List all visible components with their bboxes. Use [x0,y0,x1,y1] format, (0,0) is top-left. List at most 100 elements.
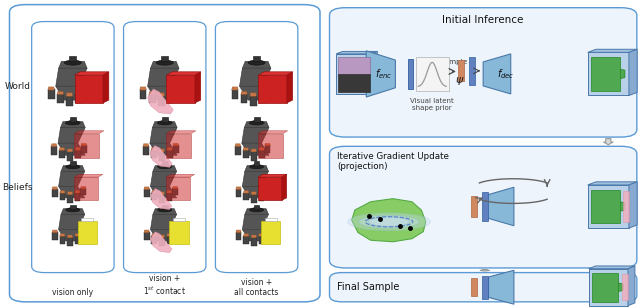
Polygon shape [241,91,247,95]
Polygon shape [244,122,269,128]
Polygon shape [159,235,164,238]
Polygon shape [75,94,82,103]
Polygon shape [261,221,280,245]
Text: Final Sample: Final Sample [337,282,399,292]
Polygon shape [67,194,73,203]
Polygon shape [236,230,241,233]
Polygon shape [151,150,157,158]
Polygon shape [67,237,73,246]
Polygon shape [264,231,270,238]
Polygon shape [366,51,396,97]
Polygon shape [57,94,64,103]
Ellipse shape [64,60,81,65]
Polygon shape [166,150,173,158]
Polygon shape [258,131,288,134]
Polygon shape [75,192,81,201]
Polygon shape [159,149,164,152]
FancyBboxPatch shape [124,22,206,273]
Polygon shape [59,61,87,68]
Polygon shape [143,144,148,147]
Polygon shape [60,193,65,201]
Polygon shape [588,49,637,52]
Polygon shape [266,89,273,97]
Ellipse shape [156,60,173,65]
Polygon shape [51,146,57,155]
Polygon shape [153,166,177,171]
Polygon shape [162,117,168,122]
Polygon shape [242,143,269,155]
Polygon shape [75,236,81,244]
Polygon shape [152,236,157,244]
Polygon shape [75,75,103,103]
Polygon shape [61,166,84,171]
Polygon shape [75,190,80,193]
Polygon shape [48,89,54,99]
Polygon shape [48,87,54,90]
Polygon shape [69,56,76,61]
Polygon shape [159,192,164,195]
Polygon shape [623,191,629,222]
Polygon shape [588,182,637,185]
Polygon shape [70,205,76,209]
Polygon shape [152,191,157,193]
FancyBboxPatch shape [10,5,320,302]
Polygon shape [254,161,259,166]
Polygon shape [67,235,72,238]
Polygon shape [458,60,464,81]
Polygon shape [81,187,86,189]
Polygon shape [166,75,195,103]
Polygon shape [81,231,86,238]
Text: World: World [4,82,31,91]
Polygon shape [480,270,490,271]
Polygon shape [232,87,238,90]
Polygon shape [153,209,177,214]
Polygon shape [235,146,241,155]
Text: $f_{dec}$: $f_{dec}$ [497,67,515,81]
Polygon shape [59,214,84,229]
Polygon shape [61,209,84,214]
Polygon shape [259,94,266,103]
Polygon shape [337,57,370,75]
Polygon shape [170,221,189,245]
Polygon shape [588,185,629,228]
Polygon shape [81,145,86,152]
Polygon shape [258,174,287,177]
Polygon shape [251,149,257,152]
Polygon shape [252,192,257,195]
Polygon shape [251,194,257,203]
Ellipse shape [248,60,265,65]
Polygon shape [150,214,177,229]
Polygon shape [243,171,269,186]
Ellipse shape [157,208,172,212]
Text: $\psi$: $\psi$ [455,75,465,87]
Polygon shape [250,93,256,96]
Ellipse shape [369,217,410,226]
Polygon shape [60,234,65,236]
Polygon shape [336,51,378,54]
Polygon shape [232,89,238,99]
Polygon shape [58,128,85,143]
Polygon shape [616,282,623,292]
Text: Visual latent
shape prior: Visual latent shape prior [410,98,454,111]
Polygon shape [488,270,514,304]
Polygon shape [236,187,241,189]
Polygon shape [82,89,89,97]
Polygon shape [252,235,257,238]
Polygon shape [56,86,87,100]
Polygon shape [259,150,264,158]
FancyBboxPatch shape [31,22,114,273]
Ellipse shape [66,165,80,169]
Polygon shape [148,86,179,100]
Polygon shape [81,188,86,195]
Polygon shape [59,186,84,198]
Polygon shape [236,232,241,241]
Polygon shape [616,68,625,79]
Ellipse shape [250,165,264,169]
Polygon shape [144,187,149,189]
Polygon shape [52,232,58,241]
Polygon shape [243,193,249,201]
Polygon shape [166,236,172,244]
Polygon shape [70,161,76,166]
Polygon shape [589,266,635,269]
Polygon shape [239,68,271,86]
